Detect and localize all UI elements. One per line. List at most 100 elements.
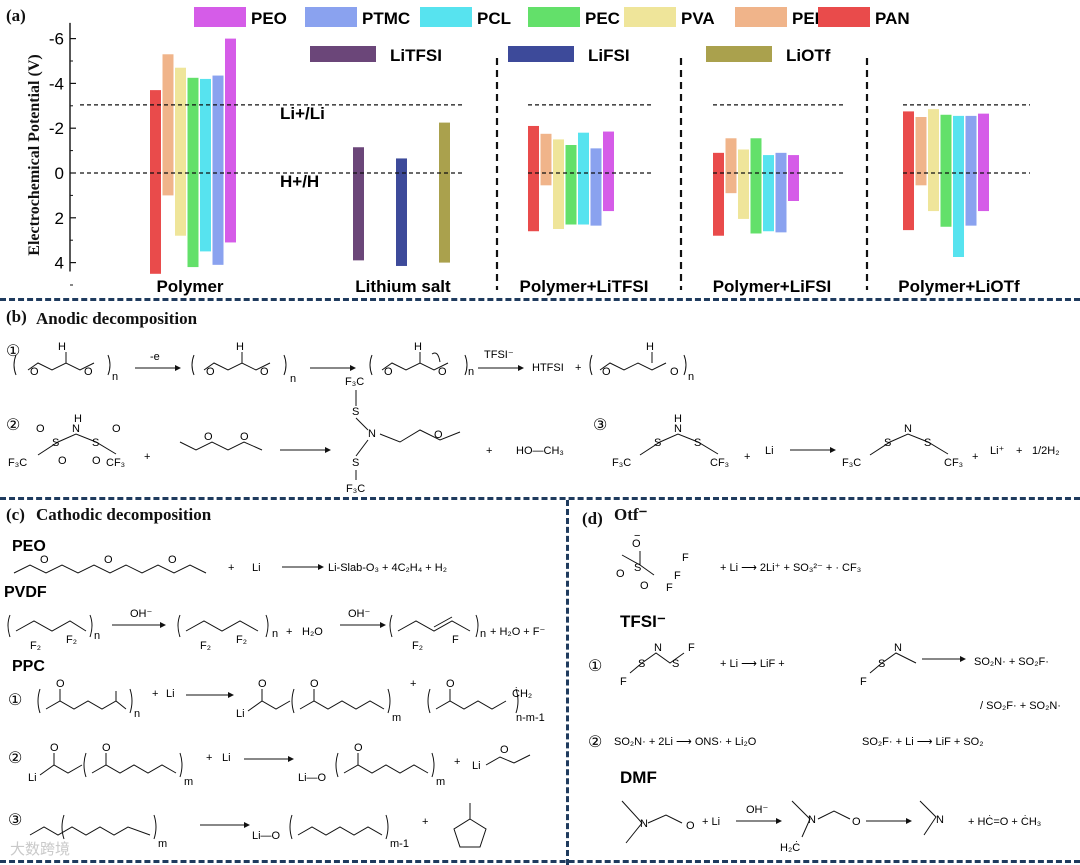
svg-text:O: O — [686, 820, 695, 832]
x-category-label: Polymer+LiTFSI — [520, 277, 649, 296]
svg-text:n: n — [290, 373, 296, 385]
svg-text:+: + — [575, 362, 581, 374]
legend-swatch-peo — [194, 7, 246, 27]
svg-text:+ Li ⟶ 2Li⁺ + SO₃²⁻ + · CF₃: + Li ⟶ 2Li⁺ + SO₃²⁻ + · CF₃ — [720, 562, 861, 574]
legend-label-pei: PEI — [792, 9, 819, 28]
svg-text:O: O — [84, 366, 93, 378]
bar-polymer-ptmc — [212, 75, 224, 265]
svg-text:F: F — [860, 676, 867, 688]
svg-text:F: F — [452, 634, 459, 646]
svg-text:F: F — [674, 570, 681, 582]
y-tick-label: -4 — [49, 74, 64, 93]
svg-text:②: ② — [588, 734, 602, 751]
svg-text:PEO: PEO — [12, 538, 46, 555]
x-category-label: Lithium salt — [355, 277, 451, 296]
svg-text:OH⁻: OH⁻ — [348, 608, 371, 620]
svg-text:O: O — [640, 580, 649, 592]
bar-polymer-lifsi-pan — [713, 152, 724, 236]
svg-text:n: n — [272, 628, 278, 640]
bar-polymer-peo — [225, 38, 236, 243]
svg-text:S: S — [638, 658, 645, 670]
svg-text:O: O — [434, 429, 443, 441]
svg-text:①: ① — [8, 692, 22, 709]
svg-text:O: O — [204, 431, 213, 443]
svg-text:O: O — [56, 678, 65, 690]
svg-text:S: S — [654, 437, 661, 449]
svg-text:②: ② — [6, 417, 20, 434]
svg-text:n: n — [688, 371, 694, 383]
svg-text:O: O — [354, 742, 363, 754]
divider-bcd — [0, 497, 1080, 500]
svg-text:+: + — [972, 451, 978, 463]
svg-text:H: H — [236, 341, 244, 353]
svg-text:O: O — [670, 366, 679, 378]
svg-text:F: F — [666, 582, 673, 594]
svg-text:H₂O: H₂O — [302, 626, 323, 638]
bar-polymer-liotf-ptmc — [965, 115, 977, 226]
svg-text:CF₃: CF₃ — [710, 457, 729, 469]
svg-text:N: N — [368, 428, 376, 440]
svg-text:O: O — [438, 366, 447, 378]
svg-text:−: − — [634, 530, 640, 542]
svg-text:③: ③ — [593, 417, 607, 434]
svg-text:m-1: m-1 — [390, 838, 409, 850]
x-categories: Polymer Lithium salt Polymer+LiTFSI Polymer… — [156, 277, 1020, 296]
svg-text:N: N — [936, 814, 944, 826]
svg-text:O: O — [260, 366, 269, 378]
svg-text:S: S — [924, 437, 931, 449]
x-category-label: Polymer+LiOTf — [898, 277, 1020, 296]
legend-label-pan: PAN — [875, 9, 910, 28]
bar-polymer-liotf-pcl — [953, 115, 964, 257]
svg-text:CF₃: CF₃ — [944, 457, 963, 469]
bar-polymer-pva — [175, 67, 186, 236]
bar-polymer-litfsi-pec — [565, 145, 577, 225]
svg-text:O: O — [36, 423, 45, 435]
svg-text:+ H₂O + F⁻: + H₂O + F⁻ — [490, 626, 546, 638]
svg-text:F: F — [688, 642, 695, 654]
svg-text:O: O — [30, 366, 39, 378]
panel-c-title: Cathodic decomposition — [36, 505, 212, 524]
svg-text:N: N — [72, 423, 80, 435]
svg-text:Li—O: Li—O — [252, 830, 281, 842]
svg-text:+ Li ⟶ LiF +: + Li ⟶ LiF + — [720, 658, 785, 670]
svg-text:SO₂N· + SO₂F·: SO₂N· + SO₂F· — [974, 656, 1049, 668]
svg-text:O: O — [384, 366, 393, 378]
divider-ab — [0, 298, 1080, 301]
svg-text:F₂: F₂ — [30, 640, 41, 652]
otf-title: Otf⁻ — [614, 505, 648, 524]
panel-a-chart: -6 -4 -2 0 2 4 Li+/Li H+/H PEO PTMC PCL PEC PVA PEI… — [49, 7, 1030, 296]
svg-text:+ HĊ=O + ĊH₃: + HĊ=O + ĊH₃ — [968, 815, 1041, 828]
svg-text:S: S — [884, 437, 891, 449]
legend-label-pva: PVA — [681, 9, 715, 28]
svg-text:F₃C: F₃C — [345, 376, 364, 388]
legend-label-ptmc: PTMC — [362, 9, 410, 28]
svg-text:F: F — [620, 676, 627, 688]
svg-text:+: + — [744, 451, 750, 463]
bar-polymer-pan — [150, 90, 161, 274]
svg-text:O: O — [168, 554, 177, 566]
svg-text:+: + — [228, 562, 234, 574]
svg-text:m: m — [184, 776, 193, 788]
bar-polymer-lifsi-pei — [725, 138, 737, 194]
svg-text:m: m — [436, 776, 445, 788]
svg-text:OH⁻: OH⁻ — [746, 804, 769, 816]
bar-polymer-litfsi-peo — [603, 131, 614, 212]
svg-text:N: N — [654, 642, 662, 654]
bar-polymer-litfsi-pcl — [578, 132, 589, 225]
svg-text:ĊH₂: ĊH₂ — [512, 687, 532, 700]
svg-text:O: O — [446, 678, 455, 690]
svg-text:③: ③ — [8, 812, 22, 829]
svg-text:O: O — [852, 816, 861, 828]
svg-text:TFSI⁻: TFSI⁻ — [484, 349, 514, 361]
svg-text:O: O — [258, 678, 267, 690]
svg-text:Li: Li — [236, 708, 245, 720]
svg-text:1/2H₂: 1/2H₂ — [1032, 445, 1060, 457]
svg-text:TFSI⁻: TFSI⁻ — [620, 612, 666, 631]
panel-b-label: (b) — [6, 307, 27, 326]
svg-text:/ SO₂F· + SO₂N·: / SO₂F· + SO₂N· — [980, 700, 1061, 712]
svg-text:N: N — [640, 818, 648, 830]
svg-text:S: S — [352, 406, 359, 418]
bar-polymer-pei — [162, 54, 174, 196]
svg-text:F₃C: F₃C — [346, 483, 365, 495]
svg-text:PVDF: PVDF — [4, 584, 47, 601]
